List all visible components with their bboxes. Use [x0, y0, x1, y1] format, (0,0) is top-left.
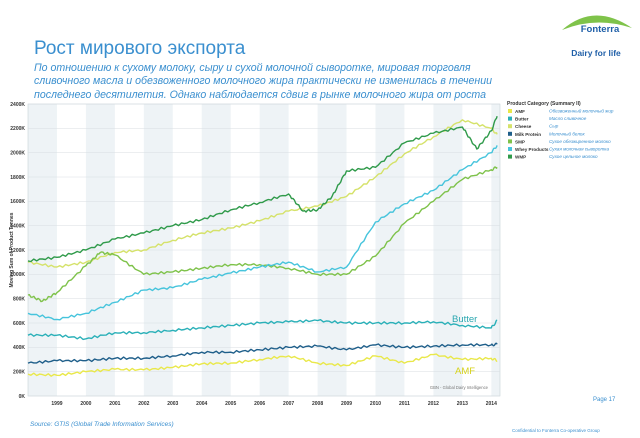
- legend-label: Butter: [515, 117, 529, 122]
- x-tick-label: 2001: [109, 401, 120, 407]
- x-tick-label: 2012: [428, 401, 439, 407]
- legend-swatch: [508, 109, 512, 113]
- y-tick-label: 2400K: [10, 102, 25, 108]
- x-tick-label: 2007: [283, 401, 294, 407]
- series-line-amf: [27, 353, 498, 377]
- y-tick-label: 2000K: [10, 150, 25, 156]
- y-tick-label: 400K: [13, 345, 25, 351]
- y-tick-label: 1800K: [10, 175, 25, 181]
- series-lines: [27, 116, 498, 377]
- logo-wordmark: Fonterra: [581, 24, 620, 35]
- legend: Product Category (Summary II) AMF Обезвож…: [507, 101, 614, 160]
- legend-ru-label: Сухое обезжиренное молоко: [549, 139, 611, 144]
- legend-swatch: [508, 124, 512, 129]
- gridlines: [28, 103, 500, 397]
- x-tick-label: 2005: [225, 401, 236, 407]
- slide-title: Рост мирового экспорта: [34, 38, 246, 59]
- legend-ru-label: Сыр: [549, 124, 559, 129]
- legend-swatch: [508, 139, 512, 144]
- y-axis-label: Moving Sum of Product Tonnes: [9, 212, 15, 287]
- legend-swatch: [508, 131, 512, 136]
- legend-label: AMF: [515, 109, 525, 114]
- x-tick-label: 2014: [486, 401, 497, 407]
- annotation-butter: Butter: [452, 314, 477, 325]
- y-tick-label: 1200K: [10, 248, 25, 254]
- series-line-milk-protein: [27, 342, 498, 364]
- x-tick-label: 2009: [341, 401, 352, 407]
- series-line-wmp: [27, 116, 498, 263]
- legend-ru-label: Масло сливочное: [549, 116, 587, 121]
- x-tick-label: 1999: [51, 401, 62, 407]
- slide-subtitle: По отношению к сухому молоку, сыру и сух…: [34, 62, 492, 101]
- x-tick-label: 2000: [80, 401, 91, 407]
- legend-title: Product Category (Summary II): [507, 101, 581, 107]
- source-note: Source: GTIS (Global Trade Information S…: [30, 421, 174, 428]
- y-tick-label: 200K: [13, 369, 25, 375]
- legend-ru-label: Молочный белок: [549, 130, 585, 136]
- series-line-butter: [27, 319, 498, 341]
- legend-swatch: [508, 116, 512, 121]
- legend-label: Whey Products: [515, 147, 549, 152]
- legend-ru-label: Сухое цельное молоко: [549, 154, 598, 159]
- annotation-amf: AMF: [455, 366, 475, 377]
- x-tick-label: 2004: [196, 401, 207, 407]
- x-tick-label: 2002: [138, 401, 149, 407]
- watermark: GBN - Global Dairy Intelligence: [430, 385, 489, 390]
- y-tick-label: 1600K: [10, 199, 25, 205]
- y-tick-label: 600K: [13, 321, 25, 327]
- legend-label: Milk Protein: [515, 132, 541, 137]
- series-line-whey-products: [27, 145, 498, 321]
- legend-label: WMP: [515, 155, 526, 160]
- x-axis: 1999 2000 2001 2002 2003 2004 2005 2006 2007 2008…: [51, 401, 497, 407]
- y-tick-label: 800K: [13, 296, 25, 302]
- page-number: Page 17: [593, 397, 616, 403]
- y-tick-label: 1400K: [10, 223, 25, 229]
- x-tick-label: 2010: [370, 401, 381, 407]
- y-tick-label: 0K: [19, 394, 26, 400]
- legend-label: Cheese: [515, 124, 532, 129]
- x-tick-label: 2011: [399, 401, 410, 407]
- x-tick-label: 2003: [167, 401, 178, 407]
- logo-tagline: Dairy for life: [571, 48, 621, 58]
- legend-swatch: [508, 154, 512, 159]
- x-tick-label: 2008: [312, 401, 323, 407]
- legend-ru-label: Сухая молочная сыворотка: [549, 147, 609, 152]
- x-tick-label: 2006: [254, 401, 265, 407]
- x-tick-label: 2013: [457, 401, 468, 407]
- fonterra-logo: Fonterra Dairy for life: [562, 15, 632, 58]
- y-tick-label: 2200K: [10, 126, 25, 132]
- y-axis: 0K 200K 400K 600K 800K 1000K 1200K 1400K 1600K 18…: [10, 102, 25, 400]
- confidential-note: Confidential to Fonterra Co-operative Gr…: [512, 428, 600, 433]
- legend-label: SMP: [515, 139, 525, 144]
- series-line-cheese: [27, 119, 498, 268]
- y-tick-label: 1000K: [10, 272, 25, 278]
- legend-ru-label: Обезвоженный молочный жир: [549, 108, 614, 114]
- legend-swatch: [508, 147, 512, 151]
- series-line-smp: [27, 166, 498, 303]
- logo-swoosh: [562, 15, 632, 30]
- annotations: Butter AMF: [452, 314, 477, 377]
